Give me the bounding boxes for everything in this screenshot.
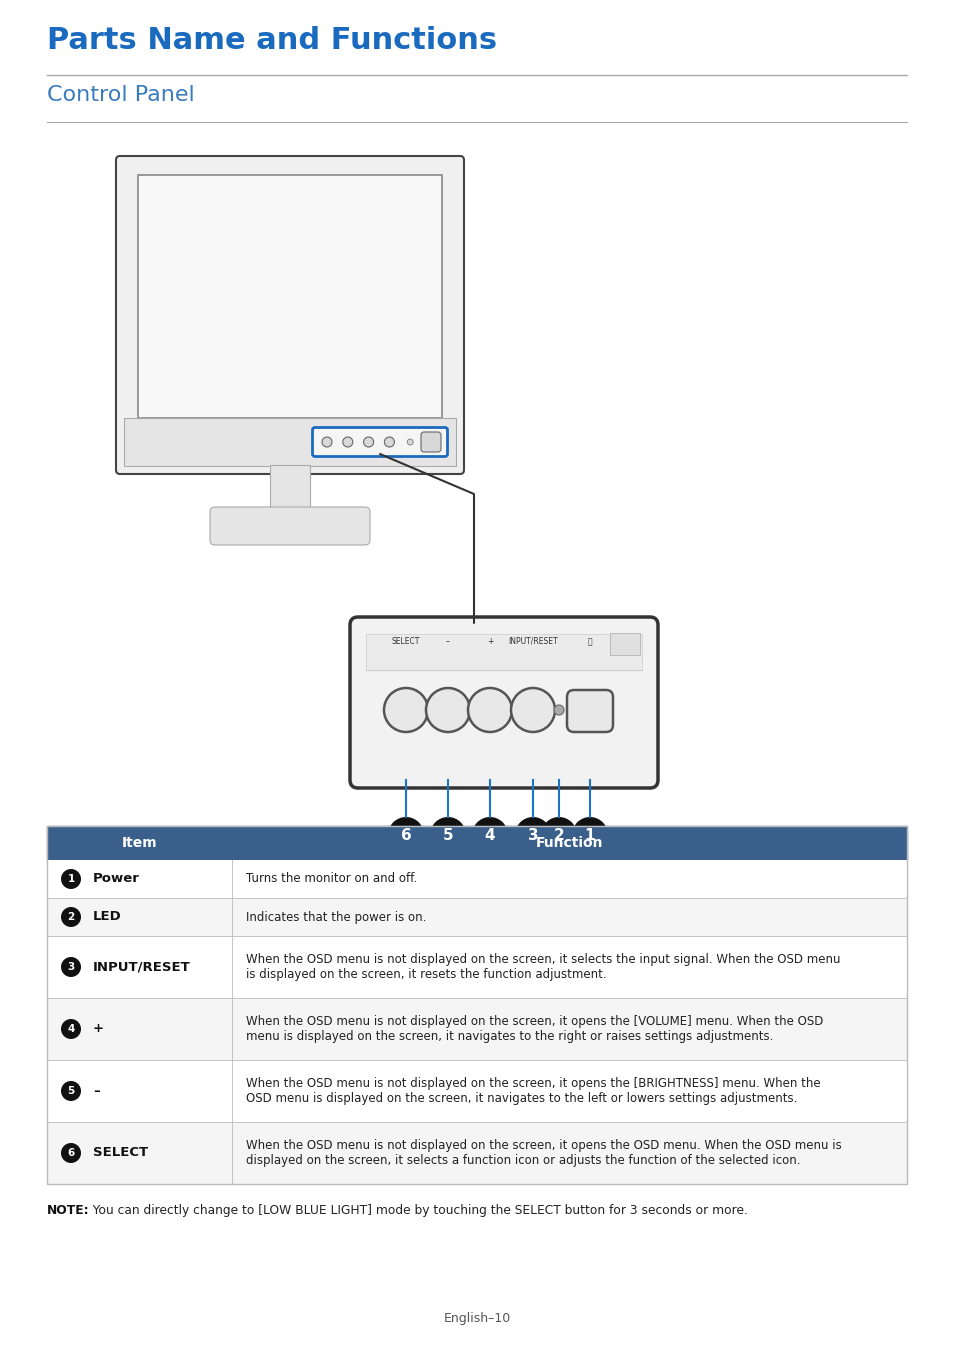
Text: ⏻: ⏻ — [587, 637, 592, 647]
Bar — [47, 1060, 906, 1122]
Text: is displayed on the screen, it resets the function adjustment.: is displayed on the screen, it resets th… — [246, 968, 606, 981]
Text: +: + — [92, 1022, 104, 1035]
Text: Indicates that the power is on.: Indicates that the power is on. — [246, 910, 426, 923]
Text: INPUT/RESET: INPUT/RESET — [92, 960, 191, 973]
Circle shape — [384, 688, 428, 732]
Text: +: + — [486, 637, 493, 647]
Text: 4: 4 — [484, 828, 495, 842]
Bar — [124, 418, 456, 466]
Circle shape — [322, 437, 332, 447]
Circle shape — [511, 688, 555, 732]
Text: When the OSD menu is not displayed on the screen, it opens the OSD menu. When th: When the OSD menu is not displayed on th… — [246, 1139, 841, 1152]
Text: When the OSD menu is not displayed on the screen, it selects the input signal. W: When the OSD menu is not displayed on th… — [246, 953, 840, 967]
Text: –: – — [92, 1084, 100, 1098]
Bar — [47, 860, 906, 898]
Text: –: – — [446, 637, 450, 647]
Text: When the OSD menu is not displayed on the screen, it opens the [VOLUME] menu. Wh: When the OSD menu is not displayed on th… — [246, 1015, 822, 1027]
Circle shape — [61, 1143, 81, 1162]
Text: 5: 5 — [68, 1085, 74, 1096]
Circle shape — [388, 817, 423, 853]
FancyBboxPatch shape — [420, 432, 440, 452]
Circle shape — [61, 957, 81, 977]
Circle shape — [472, 817, 507, 853]
Text: OSD menu is displayed on the screen, it navigates to the left or lowers settings: OSD menu is displayed on the screen, it … — [246, 1092, 797, 1106]
Text: INPUT/RESET: INPUT/RESET — [508, 637, 558, 647]
Bar — [270, 464, 310, 525]
FancyBboxPatch shape — [116, 157, 463, 474]
Text: 6: 6 — [400, 828, 411, 842]
Bar — [47, 936, 906, 998]
Circle shape — [515, 817, 551, 853]
Text: Function: Function — [536, 836, 602, 850]
Text: LED: LED — [92, 910, 122, 923]
Text: SELECT: SELECT — [92, 1146, 148, 1160]
Text: 2: 2 — [553, 828, 564, 842]
Circle shape — [572, 817, 607, 853]
Text: SELECT: SELECT — [392, 637, 419, 647]
Circle shape — [554, 705, 563, 716]
Text: Power: Power — [92, 872, 140, 886]
Text: Turns the monitor on and off.: Turns the monitor on and off. — [246, 872, 416, 886]
Text: 2: 2 — [68, 913, 74, 922]
Text: Control Panel: Control Panel — [47, 85, 194, 105]
Bar — [47, 826, 906, 1184]
Bar — [47, 998, 906, 1060]
Text: When the OSD menu is not displayed on the screen, it opens the [BRIGHTNESS] menu: When the OSD menu is not displayed on th… — [246, 1077, 820, 1089]
Text: 6: 6 — [68, 1148, 74, 1158]
Circle shape — [426, 688, 470, 732]
Circle shape — [61, 1019, 81, 1040]
Circle shape — [61, 869, 81, 890]
Circle shape — [540, 817, 577, 853]
Text: NOTE:: NOTE: — [47, 1204, 90, 1216]
Circle shape — [342, 437, 353, 447]
Circle shape — [61, 1081, 81, 1102]
Text: menu is displayed on the screen, it navigates to the right or raises settings ad: menu is displayed on the screen, it navi… — [246, 1030, 773, 1044]
Text: Item: Item — [122, 836, 157, 850]
Text: 4: 4 — [68, 1025, 74, 1034]
Text: 1: 1 — [584, 828, 595, 842]
FancyBboxPatch shape — [313, 428, 447, 456]
FancyBboxPatch shape — [566, 690, 613, 732]
Circle shape — [363, 437, 374, 447]
Text: 3: 3 — [68, 963, 74, 972]
FancyBboxPatch shape — [350, 617, 658, 788]
Bar — [366, 634, 641, 670]
FancyBboxPatch shape — [210, 508, 370, 545]
Circle shape — [61, 907, 81, 927]
Bar — [47, 826, 906, 860]
Text: 3: 3 — [527, 828, 537, 842]
Bar — [609, 633, 639, 655]
Bar — [47, 1122, 906, 1184]
Text: English–10: English–10 — [443, 1312, 510, 1324]
Text: 1: 1 — [68, 873, 74, 884]
Text: 5: 5 — [442, 828, 453, 842]
Circle shape — [407, 439, 413, 446]
Circle shape — [430, 817, 465, 853]
Text: displayed on the screen, it selects a function icon or adjusts the function of t: displayed on the screen, it selects a fu… — [246, 1154, 800, 1166]
Text: Parts Name and Functions: Parts Name and Functions — [47, 26, 497, 55]
Bar — [47, 898, 906, 936]
Circle shape — [384, 437, 394, 447]
Circle shape — [468, 688, 512, 732]
Text: You can directly change to [LOW BLUE LIGHT] mode by touching the SELECT button f: You can directly change to [LOW BLUE LIG… — [85, 1204, 747, 1216]
Bar — [138, 176, 441, 418]
Bar — [47, 826, 906, 860]
